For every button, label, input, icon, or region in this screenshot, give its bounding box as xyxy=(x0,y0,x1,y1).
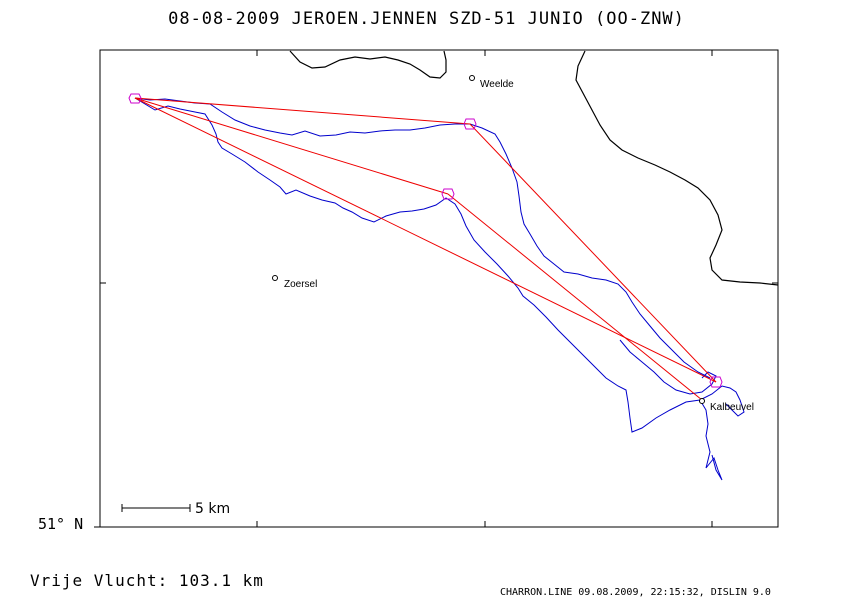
place-kalbeuvel: Kalbeuvel xyxy=(699,398,754,413)
place-marker xyxy=(699,398,705,404)
place-label-kalbeuvel: Kalbeuvel xyxy=(710,402,754,413)
task-legs xyxy=(134,97,717,401)
turnpoints xyxy=(128,93,723,388)
distance-summary: Vrije Vlucht: 103.1 km xyxy=(30,571,264,590)
turnpoint-3 xyxy=(441,188,455,200)
scale-bar: 5 km xyxy=(121,501,230,517)
latitude-label: 51° N xyxy=(38,515,84,533)
flight-track-upper xyxy=(134,97,711,379)
map-frame xyxy=(99,49,779,528)
page-title: 08-08-2009 JEROEN.JENNEN SZD-51 JUNIO (O… xyxy=(168,9,685,29)
footer-credit: CHARRON.LINE 09.08.2009, 22:15:32, DISLI… xyxy=(500,587,771,598)
turnpoint-2 xyxy=(463,118,477,130)
place-label-weelde: Weelde xyxy=(480,79,514,90)
place-marker xyxy=(469,75,475,81)
place-label-zoersel: Zoersel xyxy=(284,279,317,290)
place-zoersel: Zoersel xyxy=(272,275,317,290)
place-weelde: Weelde xyxy=(469,75,514,90)
frame-ticks xyxy=(94,50,778,528)
turnpoint-start xyxy=(128,93,142,104)
border-line-east xyxy=(575,50,779,286)
turnpoint-4 xyxy=(709,376,723,388)
flight-track xyxy=(134,97,745,481)
scale-label: 5 km xyxy=(195,501,230,517)
place-marker xyxy=(272,275,278,281)
border-line-north xyxy=(289,50,447,79)
